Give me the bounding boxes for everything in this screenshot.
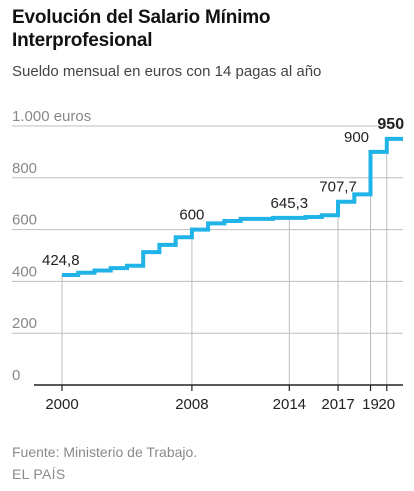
data-label: 900: [344, 129, 369, 146]
chart-subtitle: Sueldo mensual en euros con 14 pagas al …: [12, 63, 322, 80]
data-label: 645,3: [271, 195, 309, 212]
x-tick-label: 2017: [321, 396, 354, 413]
x-tick-label: 20: [378, 396, 395, 413]
y-tick-label: 800: [12, 160, 37, 177]
brand-logo-text: EL PAÍS: [12, 466, 66, 482]
x-tick-label: 2014: [273, 396, 306, 413]
y-tick-label: 1.000 euros: [12, 108, 91, 125]
data-label: 600: [179, 207, 204, 224]
data-label: 424,8: [42, 252, 80, 269]
x-tick-label: 19: [362, 396, 379, 413]
source-note: Fuente: Ministerio de Trabajo.: [12, 444, 198, 460]
data-label: 707,7: [319, 179, 357, 196]
y-tick-label: 400: [12, 263, 37, 280]
y-tick-label: 0: [12, 367, 20, 384]
x-tick-label: 2008: [175, 396, 208, 413]
y-tick-label: 200: [12, 315, 37, 332]
data-label: 950: [377, 116, 404, 133]
x-tick-label: 2000: [45, 396, 78, 413]
wage-step-line: [62, 136, 403, 277]
y-tick-label: 600: [12, 212, 37, 229]
chart-title: Evolución del Salario Mínimo Interprofes…: [12, 7, 271, 51]
